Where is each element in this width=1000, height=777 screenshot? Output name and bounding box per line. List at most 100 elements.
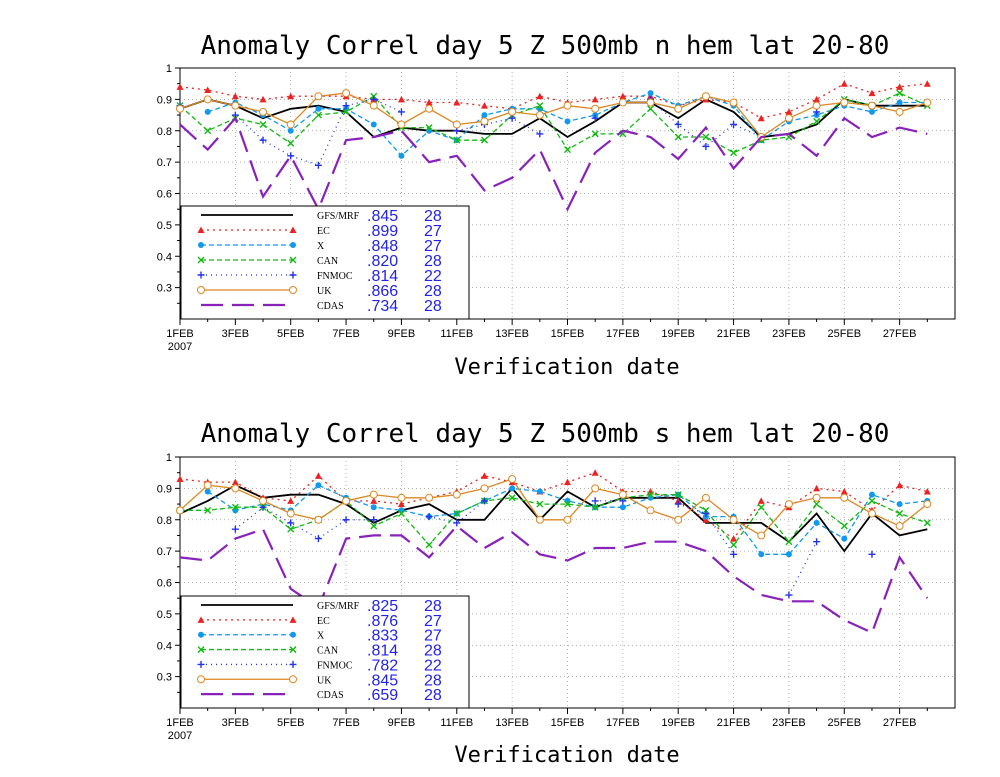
- data-point: [784, 114, 793, 123]
- legend-box: [180, 595, 470, 709]
- x-tick-label: 25FEB: [827, 328, 861, 340]
- data-point: [564, 500, 571, 508]
- data-point: [536, 130, 544, 138]
- data-point: [618, 98, 627, 107]
- data-point: [370, 504, 377, 511]
- data-point: [923, 519, 931, 527]
- data-point: [342, 496, 351, 505]
- legend-series-count: 27: [424, 238, 442, 255]
- data-point: [480, 472, 488, 479]
- data-point: [314, 161, 322, 169]
- data-point: [647, 491, 655, 499]
- data-point: [813, 484, 821, 492]
- data-point: [286, 509, 295, 518]
- data-point: [757, 497, 765, 504]
- data-point: [702, 133, 710, 141]
- legend-series-name: GFS/MRF: [317, 211, 360, 222]
- x-tick-label: 21FEB: [717, 328, 751, 340]
- legend-series-mean: .734: [367, 298, 398, 315]
- data-point: [453, 99, 461, 106]
- data-point: [287, 525, 295, 533]
- legend-series-count: 27: [424, 223, 442, 240]
- legend-series-count: 28: [424, 672, 442, 689]
- data-point: [563, 101, 572, 110]
- data-point: [757, 114, 765, 122]
- data-point: [314, 92, 323, 101]
- data-point: [896, 83, 904, 90]
- legend-series-mean: .659: [367, 687, 398, 704]
- legend-series-name: CAN: [317, 646, 338, 657]
- data-point: [813, 500, 821, 508]
- data-point: [425, 541, 433, 549]
- data-point: [840, 98, 849, 107]
- legend-series-name: UK: [317, 286, 332, 297]
- data-point: [342, 102, 350, 110]
- x-tick-label: 15FEB: [551, 717, 585, 729]
- data-point: [896, 501, 903, 508]
- data-point: [619, 92, 627, 100]
- y-tick-label: 0.3: [157, 672, 172, 684]
- data-point: [591, 503, 599, 511]
- y-tick-label: 0.3: [157, 283, 172, 295]
- legend-marker: [197, 226, 205, 233]
- data-point: [314, 472, 322, 479]
- data-point: [619, 504, 626, 511]
- data-point: [729, 515, 738, 524]
- legend-series-name: FNMOC: [317, 660, 353, 671]
- x-tick-label: 7FEB: [332, 717, 360, 729]
- data-point: [453, 509, 461, 517]
- legend-marker: [289, 226, 297, 233]
- series-line: [179, 478, 928, 537]
- legend-marker: [289, 271, 297, 279]
- data-point: [895, 522, 904, 531]
- data-point: [176, 104, 184, 113]
- series-line: [207, 484, 928, 555]
- x-tick-label: 21FEB: [717, 717, 751, 729]
- data-point: [480, 102, 488, 109]
- data-point: [868, 550, 876, 558]
- data-point: [923, 500, 932, 509]
- data-point: [785, 108, 793, 115]
- legend-series-count: 28: [424, 298, 442, 315]
- x-tick-label: 19FEB: [661, 328, 695, 340]
- data-point: [286, 120, 295, 129]
- data-point: [231, 92, 239, 100]
- data-point: [453, 519, 461, 527]
- legend: GFS/MRF .825 28 EC .876 27 X .833 27 CAN .814 28 FNM…: [180, 595, 470, 709]
- x-tick-label: 27FEB: [883, 717, 917, 729]
- data-point: [287, 519, 295, 527]
- series-line: [180, 494, 928, 546]
- data-point: [923, 80, 931, 87]
- data-point: [480, 484, 489, 493]
- data-point: [370, 121, 377, 128]
- legend-series-mean: .848: [367, 238, 398, 255]
- data-point: [536, 500, 544, 508]
- data-point: [813, 538, 821, 546]
- series-line: [179, 82, 928, 119]
- data-point: [536, 92, 544, 100]
- data-point: [896, 481, 904, 489]
- y-tick-label: 0.5: [157, 220, 172, 232]
- legend-series-mean: .833: [367, 628, 398, 645]
- legend-marker: [197, 675, 205, 684]
- data-point: [813, 519, 820, 526]
- series-line: [179, 484, 928, 553]
- data-point: [840, 488, 848, 495]
- legend-series-count: 28: [424, 643, 442, 660]
- data-point: [204, 86, 212, 93]
- data-point: [564, 146, 571, 154]
- data-point: [397, 108, 405, 116]
- legend-series-name: EC: [317, 616, 330, 627]
- data-point: [314, 515, 323, 524]
- chart-title: Anomaly Correl day 5 Z 500mb s hem lat 2…: [201, 419, 890, 449]
- data-point: [342, 516, 350, 524]
- y-tick-label: 0.7: [157, 157, 172, 169]
- data-point: [867, 509, 876, 518]
- legend-box: [180, 205, 470, 320]
- data-point: [425, 104, 434, 113]
- data-point: [564, 478, 571, 486]
- data-point: [453, 136, 461, 144]
- data-point: [868, 491, 875, 498]
- y-tick-label: 0.7: [157, 546, 172, 558]
